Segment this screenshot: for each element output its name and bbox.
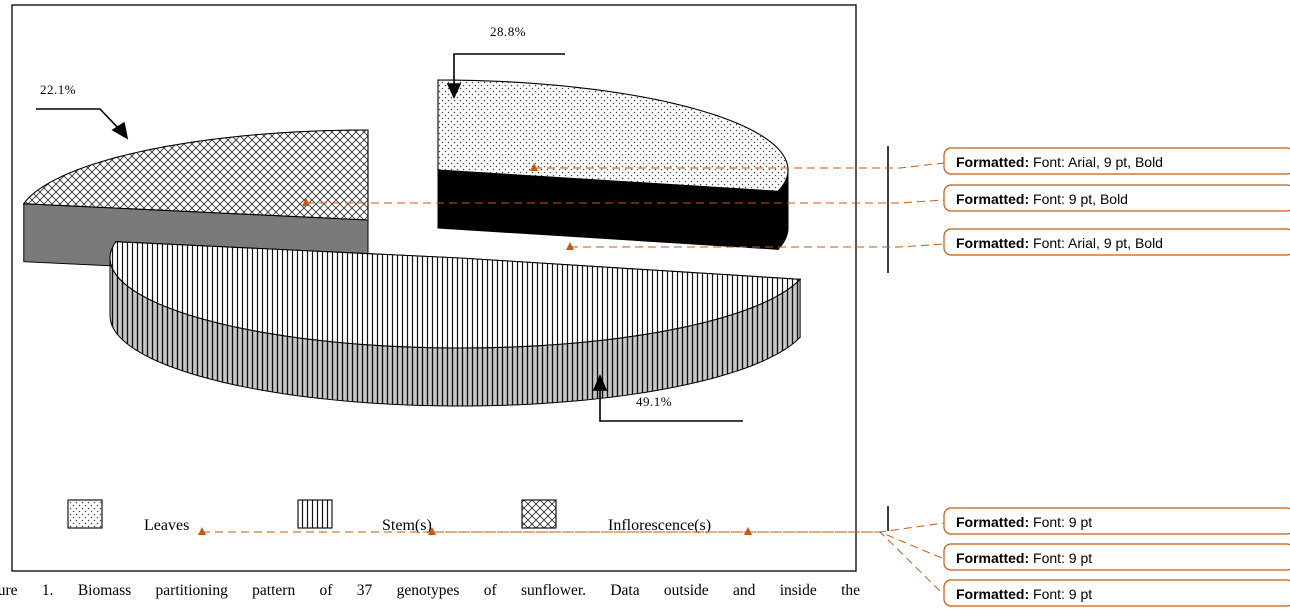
callout-detail: Font: 9 pt: [1029, 550, 1092, 566]
anchor-marker-icon: [530, 163, 538, 171]
callout-detail: Font: Arial, 9 pt, Bold: [1029, 154, 1163, 170]
anchor-marker-icon: [428, 527, 436, 535]
anchor-marker-icon: [566, 242, 574, 250]
callout-detail: Font: 9 pt, Bold: [1029, 191, 1128, 207]
legend-label-leaves: Leaves: [144, 517, 189, 534]
arrow-leaves: [446, 53, 565, 99]
formatted-callout[interactable]: Formatted: Font: 9 pt: [943, 543, 1290, 571]
callout-connectors: [198, 162, 945, 596]
formatted-callout[interactable]: Formatted: Font: Arial, 9 pt, Bold: [943, 228, 1290, 256]
callout-label: Formatted:: [956, 514, 1029, 530]
callout-text: Formatted: Font: 9 pt: [956, 514, 1092, 530]
arrow-inflorescence: [36, 108, 129, 140]
callout-label: Formatted:: [956, 235, 1029, 251]
chart-frame: [11, 4, 857, 572]
callout-connector: [534, 162, 945, 169]
callout-connector: [432, 531, 945, 560]
legend-swatch-inflorescence: [521, 499, 557, 529]
callout-text: Formatted: Font: Arial, 9 pt, Bold: [956, 235, 1163, 251]
data-label-leaves: 28.8%: [490, 24, 526, 39]
callout-box: [943, 184, 1290, 212]
anchor-marker-icon: [302, 198, 310, 206]
slice-stem: [109, 241, 802, 407]
callout-label: Formatted:: [956, 154, 1029, 170]
slice-leaves: [437, 79, 789, 251]
callout-text: Formatted: Font: 9 pt: [956, 586, 1092, 602]
callout-box: [943, 147, 1290, 175]
callout-label: Formatted:: [956, 586, 1029, 602]
legend-label-inflorescence: Inflorescence(s): [608, 517, 711, 534]
legend-label-stem: Stem(s): [382, 517, 432, 534]
callout-connector: [748, 531, 945, 596]
callout-box: [943, 579, 1290, 607]
data-label-inflorescence: 22.1%: [40, 82, 76, 97]
callout-label: Formatted:: [956, 191, 1029, 207]
callout-connector: [570, 243, 945, 248]
legend-swatch-leaves: [67, 499, 103, 529]
callout-detail: Font: Arial, 9 pt, Bold: [1029, 235, 1163, 251]
legend-swatch-stem: [297, 499, 333, 529]
callout-label: Formatted:: [956, 550, 1029, 566]
formatted-callout[interactable]: Formatted: Font: 9 pt: [943, 507, 1290, 535]
formatted-callout[interactable]: Formatted: Font: Arial, 9 pt, Bold: [943, 147, 1290, 175]
formatted-callout[interactable]: Formatted: Font: 9 pt, Bold: [943, 184, 1290, 212]
callout-box: [943, 543, 1290, 571]
callout-text: Formatted: Font: 9 pt, Bold: [956, 191, 1128, 207]
formatted-callout[interactable]: Formatted: Font: 9 pt: [943, 579, 1290, 607]
callout-text: Formatted: Font: 9 pt: [956, 550, 1092, 566]
data-label-stem: 49.1%: [636, 394, 672, 409]
legend: Leaves Stem(s) Inflorescence(s): [67, 499, 711, 534]
arrow-stem: [592, 373, 743, 422]
callout-detail: Font: 9 pt: [1029, 586, 1092, 602]
figure-caption: gure 1. Biomass partitioning pattern of …: [0, 582, 860, 599]
callout-box: [943, 507, 1290, 535]
pie-chart: [22, 79, 802, 407]
callout-text: Formatted: Font: Arial, 9 pt, Bold: [956, 154, 1163, 170]
callout-connector: [306, 199, 945, 204]
callout-list: Formatted: Font: Arial, 9 pt, BoldFormat…: [943, 147, 1290, 607]
anchor-marker-icon: [198, 527, 206, 535]
anchor-marker-icon: [744, 527, 752, 535]
callout-box: [943, 228, 1290, 256]
callout-detail: Font: 9 pt: [1029, 514, 1092, 530]
